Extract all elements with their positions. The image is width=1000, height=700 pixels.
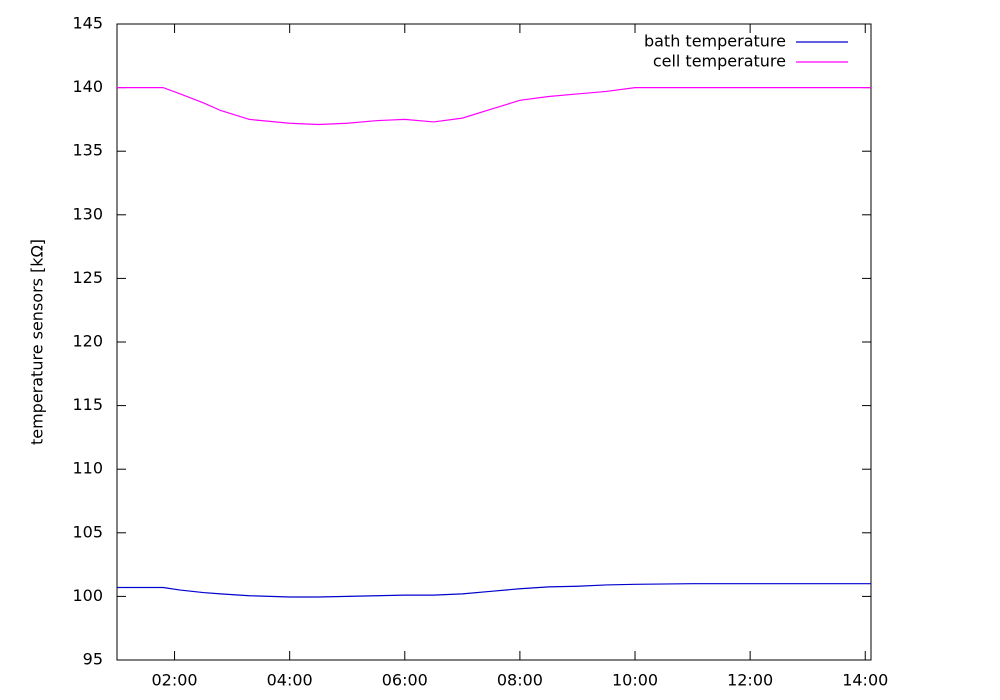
y-tick-label: 95 (83, 650, 103, 669)
plot-frame (116, 23, 872, 661)
y-tick-label: 115 (72, 395, 103, 414)
y-axis-label: temperature sensors [kΩ] (28, 239, 47, 445)
x-tick-label: 02:00 (152, 671, 198, 690)
legend-label: bath temperature (644, 32, 786, 51)
y-tick-label: 105 (72, 522, 103, 541)
y-tick-label: 125 (72, 268, 103, 287)
y-tick-label: 145 (72, 14, 103, 33)
data-line (117, 86, 871, 126)
x-tick-label: 08:00 (497, 671, 543, 690)
x-tick-label: 14:00 (842, 671, 888, 690)
x-tick-label: 12:00 (727, 671, 773, 690)
x-tick-label: 10:00 (612, 671, 658, 690)
x-tick-label: 06:00 (382, 671, 428, 690)
y-tick-label: 100 (72, 586, 103, 605)
x-tick-label: 04:00 (267, 671, 313, 690)
data-line (117, 583, 871, 598)
y-tick-label: 120 (72, 332, 103, 351)
legend-label: cell temperature (653, 52, 786, 71)
y-tick-label: 110 (72, 459, 103, 478)
y-tick-label: 130 (72, 204, 103, 223)
y-tick-label: 135 (72, 141, 103, 160)
y-tick-label: 140 (72, 77, 103, 96)
